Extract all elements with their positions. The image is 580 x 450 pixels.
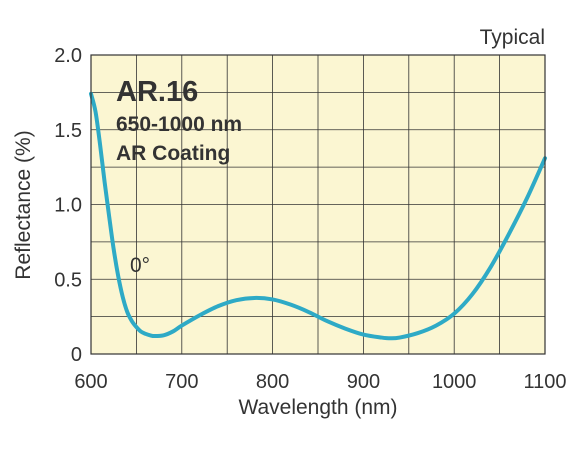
x-tick-label: 600 [74, 371, 107, 393]
x-tick-labels: 600 700 800 900 1000 1100 [74, 371, 566, 393]
annotation-title: AR.16 [116, 76, 198, 108]
x-axis-title: Wavelength (nm) [238, 396, 397, 419]
y-tick-label: 0 [71, 344, 82, 366]
y-axis-title: Reflectance (%) [12, 130, 35, 279]
series-line-0deg [89, 91, 547, 341]
y-tick-label: 2.0 [54, 45, 82, 67]
plot-frame [90, 54, 546, 355]
y-tick-label: 1.5 [54, 120, 82, 142]
x-tick-label: 1100 [523, 371, 566, 393]
x-tick-label: 800 [256, 371, 289, 393]
x-tick-label: 900 [347, 371, 380, 393]
series-label-0deg: 0° [130, 254, 150, 277]
x-tick-label: 700 [165, 371, 198, 393]
x-tick-label: 1000 [432, 371, 477, 393]
annotation-line-coating: AR Coating [116, 142, 230, 165]
typical-note: Typical [480, 26, 545, 49]
y-tick-label: 1.0 [54, 195, 82, 217]
y-tick-label: 0.5 [54, 269, 82, 291]
annotation-line-range: 650-1000 nm [116, 113, 242, 136]
y-tick-labels: 0 0.5 1.0 1.5 2.0 [54, 45, 82, 366]
